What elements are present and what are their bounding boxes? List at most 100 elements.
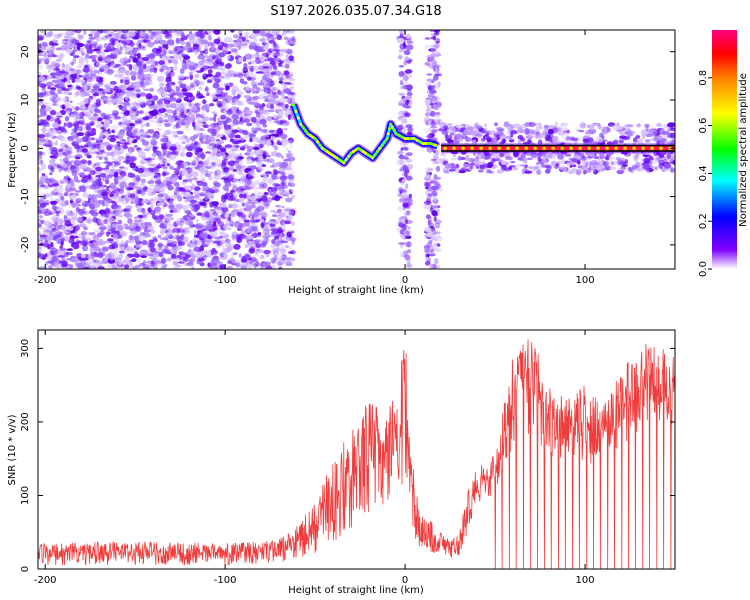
noise-blob: [406, 231, 410, 238]
noise-blob: [39, 233, 48, 240]
noise-blob: [249, 101, 256, 105]
noise-blob: [113, 115, 121, 120]
noise-blob: [230, 183, 237, 187]
noise-blob: [149, 200, 155, 207]
noise-blob: [247, 173, 253, 177]
noise-blob: [167, 49, 173, 55]
noise-blob: [253, 45, 260, 52]
noise-blob: [209, 103, 215, 107]
noise-blob: [131, 253, 138, 258]
noise-blob: [276, 141, 282, 146]
noise-blob: [285, 197, 293, 203]
noise-blob: [180, 152, 185, 157]
noise-blob: [283, 70, 289, 74]
noise-blob: [290, 97, 296, 102]
noise-blob: [66, 40, 71, 45]
noise-blob: [126, 87, 135, 91]
noise-blob: [38, 76, 46, 80]
noise-blob: [101, 194, 109, 200]
noise-blob: [230, 253, 235, 259]
noise-blob: [205, 240, 210, 246]
noise-blob: [130, 263, 134, 269]
noise-blob: [137, 117, 141, 121]
noise-blob: [108, 34, 112, 37]
noise-blob: [61, 225, 65, 231]
noise-blob: [120, 111, 125, 115]
noise-blob: [138, 110, 144, 115]
noise-blob: [284, 167, 293, 171]
noise-blob: [49, 40, 54, 46]
noise-blob: [75, 156, 81, 160]
noise-blob: [274, 186, 278, 192]
noise-blob: [56, 198, 60, 203]
noise-blob: [66, 87, 72, 92]
noise-blob: [153, 219, 159, 226]
noise-blob: [426, 232, 433, 237]
noise-blob: [274, 116, 279, 121]
noise-blob: [246, 148, 252, 153]
noise-blob: [177, 135, 186, 141]
noise-blob: [272, 251, 279, 256]
noise-blob: [66, 223, 73, 227]
noise-blob: [148, 95, 152, 100]
noise-blob: [152, 95, 159, 101]
noise-blob: [126, 187, 134, 191]
noise-blob: [93, 149, 99, 153]
noise-blob: [270, 151, 279, 157]
noise-blob: [160, 71, 166, 74]
noise-blob: [432, 161, 440, 165]
noise-blob: [233, 92, 237, 96]
noise-blob: [398, 100, 403, 104]
noise-blob: [186, 111, 195, 116]
noise-blob: [104, 156, 108, 161]
noise-blob: [50, 149, 59, 156]
noise-blob: [427, 106, 432, 112]
noise-blob: [195, 82, 200, 87]
noise-blob: [243, 31, 250, 37]
noise-blob: [147, 225, 156, 231]
noise-blob: [425, 170, 429, 176]
noise-blob: [198, 86, 203, 91]
noise-blob: [173, 193, 182, 200]
noise-blob: [269, 223, 276, 228]
noise-blob: [431, 129, 437, 134]
noise-blob: [209, 117, 214, 121]
noise-blob: [245, 85, 250, 92]
noise-blob: [212, 98, 219, 103]
noise-blob: [232, 252, 238, 256]
noise-blob: [397, 150, 404, 155]
noise-blob: [121, 30, 129, 34]
noise-blob: [161, 92, 169, 98]
noise-blob: [94, 31, 100, 37]
noise-blob: [93, 246, 101, 252]
noise-blob: [132, 185, 139, 189]
noise-blob: [76, 132, 85, 137]
noise-blob: [188, 102, 193, 107]
noise-blob: [166, 73, 171, 77]
noise-blob: [257, 192, 263, 196]
noise-blob: [121, 84, 128, 91]
noise-blob: [63, 178, 69, 185]
noise-blob: [95, 193, 103, 198]
noise-blob: [166, 163, 171, 167]
noise-blob: [166, 257, 172, 262]
noise-blob: [213, 115, 217, 123]
noise-blob: [96, 117, 102, 123]
noise-blob: [42, 194, 47, 200]
noise-blob: [109, 217, 115, 224]
noise-blob: [92, 92, 100, 97]
noise-blob: [216, 141, 221, 145]
noise-blob: [175, 86, 180, 91]
noise-blob: [224, 36, 233, 43]
noise-blob: [427, 85, 433, 91]
noise-blob: [246, 76, 252, 81]
noise-blob: [397, 111, 403, 116]
noise-blob: [177, 118, 185, 126]
noise-blob: [49, 158, 55, 165]
noise-blob: [105, 45, 112, 53]
noise-blob: [266, 140, 272, 146]
noise-blob: [242, 144, 250, 149]
noise-blob: [219, 62, 225, 67]
noise-blob: [142, 260, 147, 266]
noise-blob: [425, 100, 430, 107]
